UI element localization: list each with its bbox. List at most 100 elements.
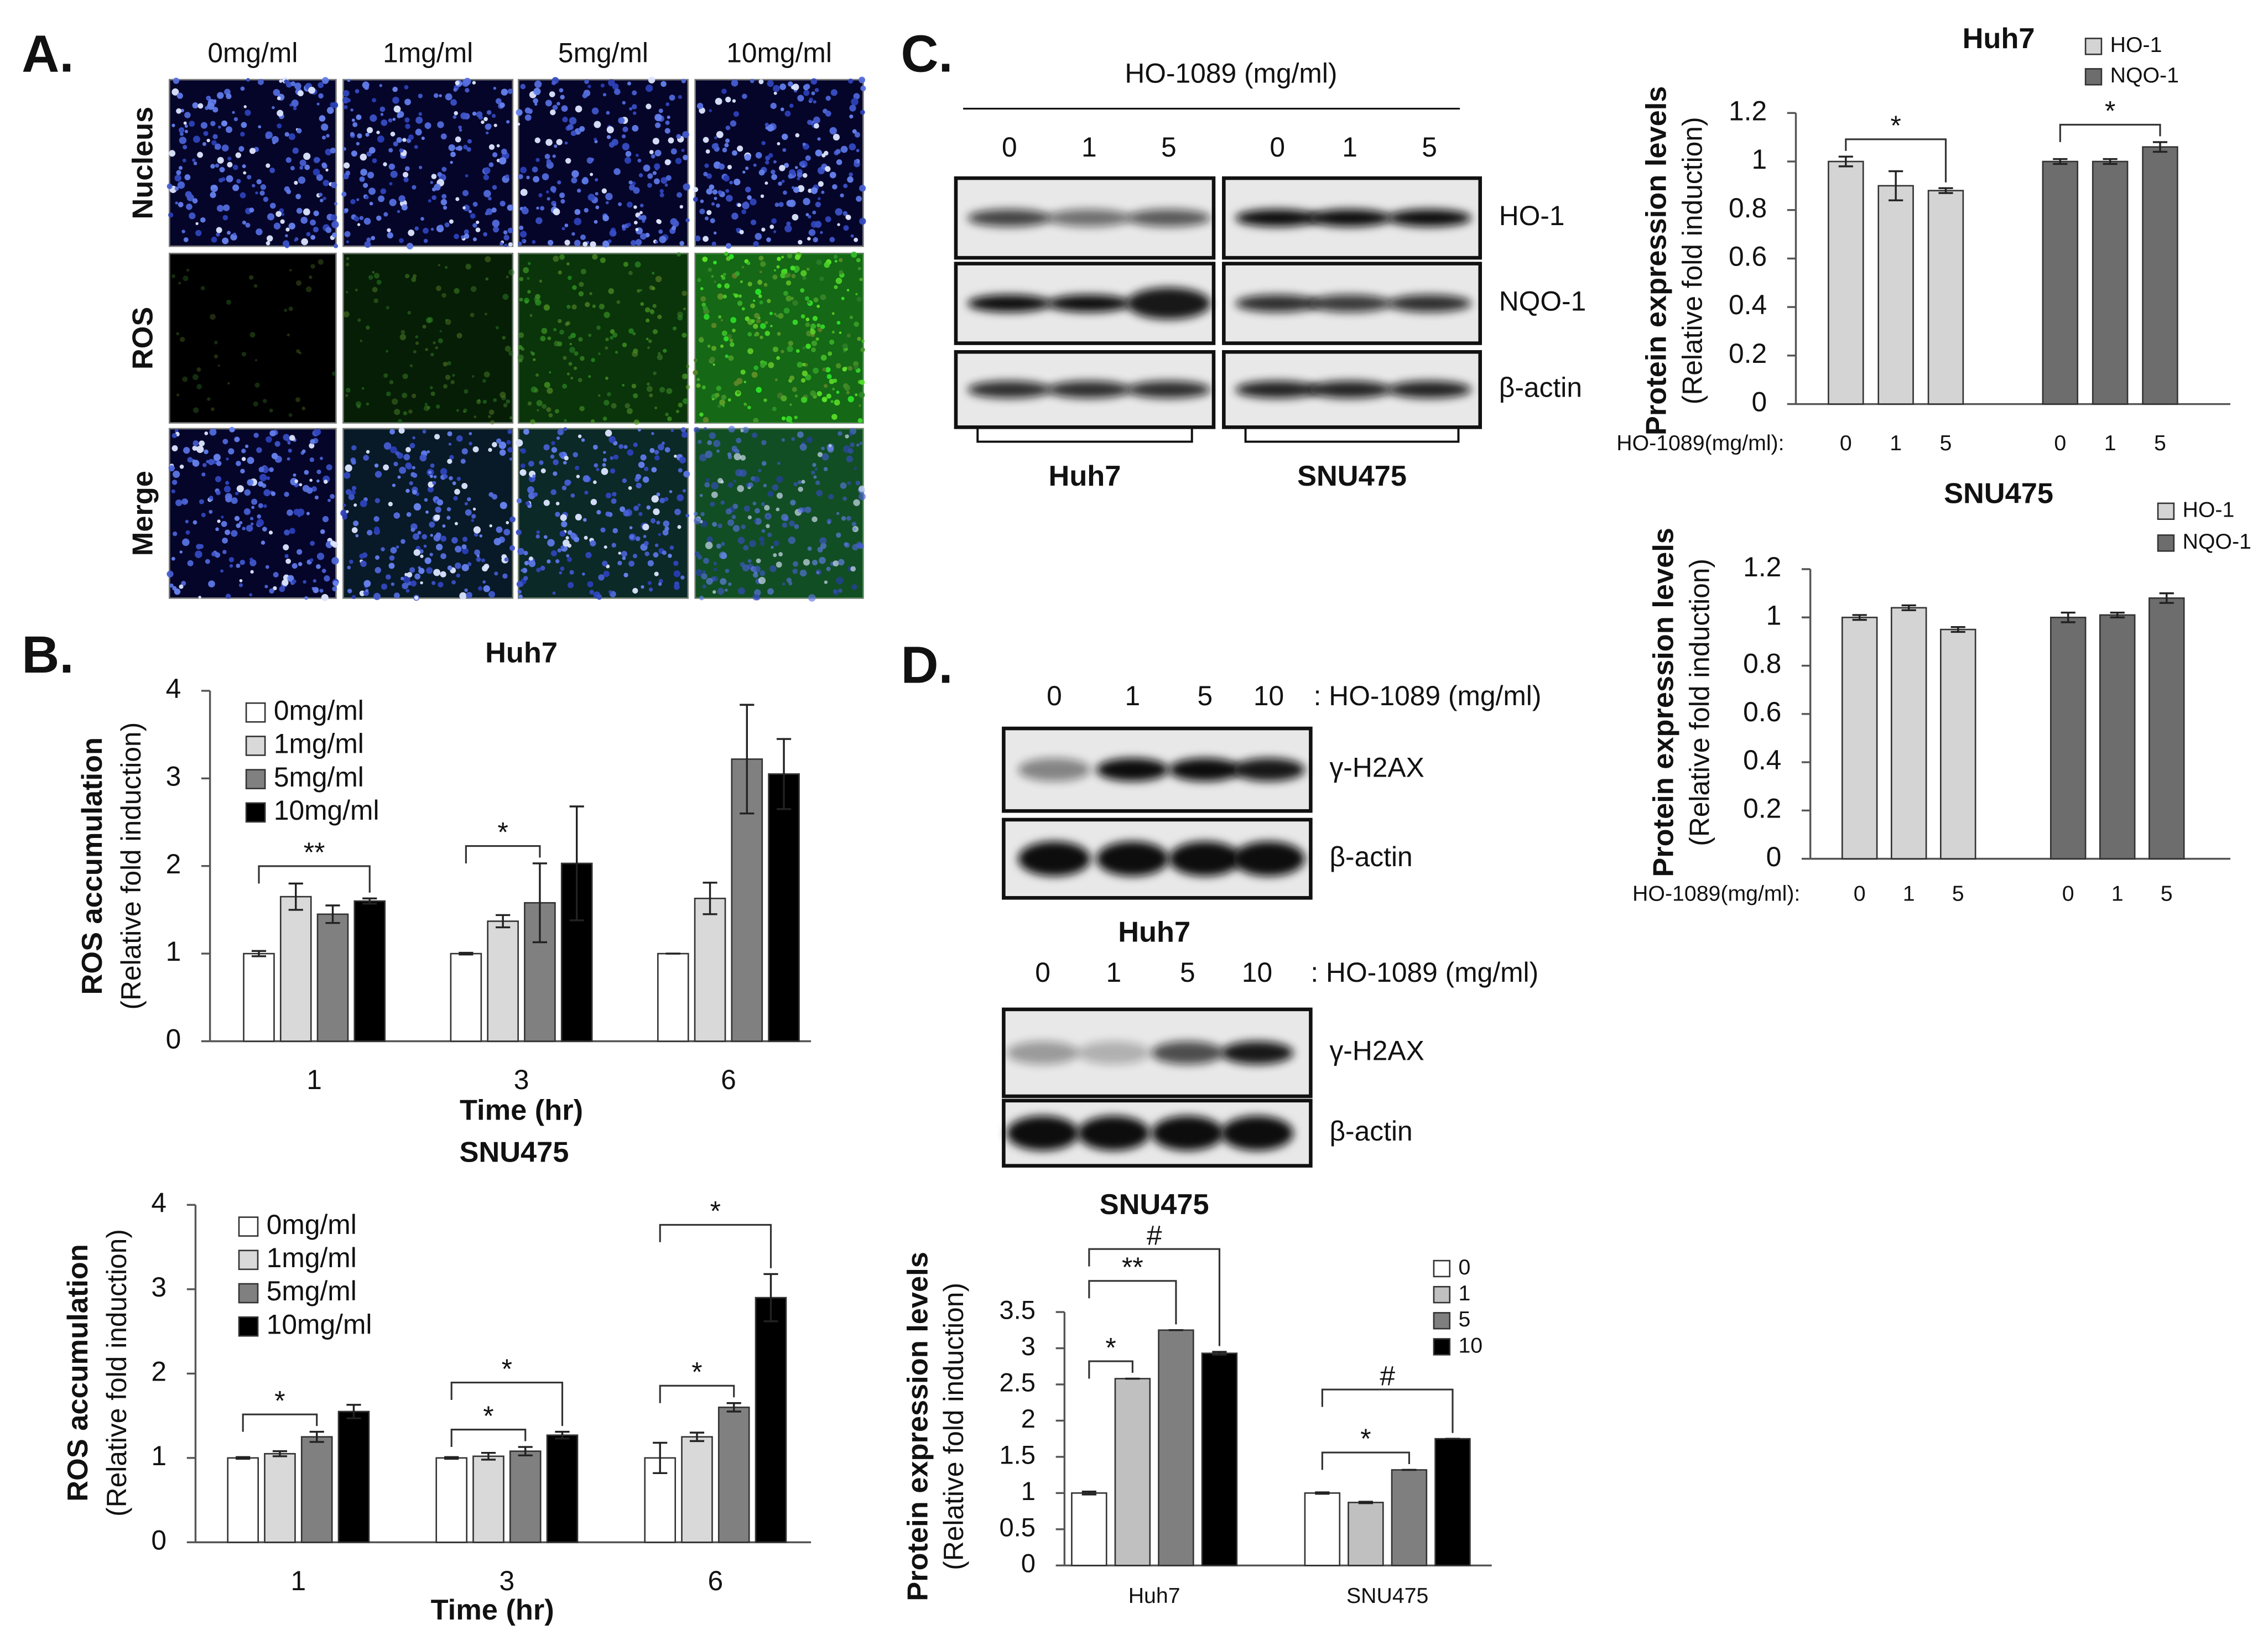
nucleus-spot bbox=[756, 558, 761, 564]
nucleus-spot bbox=[385, 574, 391, 580]
nucleus-spot bbox=[306, 512, 310, 516]
nucleus-spot bbox=[734, 453, 741, 461]
nucleus-spot bbox=[752, 501, 757, 506]
nucleus-spot bbox=[735, 469, 743, 477]
ros-spot bbox=[183, 275, 189, 282]
y-axis-sublabel: (Relative fold induction) bbox=[101, 1229, 132, 1517]
nucleus-spot bbox=[781, 438, 785, 442]
ros-spot bbox=[508, 351, 513, 356]
ros-spot bbox=[443, 361, 448, 367]
ros-spot bbox=[844, 384, 850, 391]
nucleus-spot bbox=[593, 480, 597, 485]
band bbox=[1168, 841, 1241, 877]
nucleus-spot bbox=[289, 435, 295, 441]
nucleus-spot bbox=[258, 79, 264, 85]
nucleus-spot bbox=[412, 533, 420, 540]
ros-spot bbox=[768, 362, 774, 368]
nucleus-spot bbox=[492, 442, 497, 447]
nucleus-spot bbox=[221, 516, 224, 519]
ros-spot bbox=[773, 269, 777, 272]
ros-spot bbox=[483, 371, 490, 378]
nucleus-spot bbox=[563, 461, 567, 465]
nucleus-spot bbox=[653, 552, 659, 558]
nucleus-spot bbox=[195, 230, 202, 236]
nucleus-spot bbox=[532, 240, 536, 244]
nucleus-spot bbox=[802, 142, 806, 147]
nucleus-spot bbox=[654, 113, 662, 122]
nucleus-spot bbox=[501, 148, 507, 155]
blot bbox=[1222, 176, 1482, 260]
nucleus-spot bbox=[345, 208, 348, 212]
nucleus-spot bbox=[461, 483, 468, 490]
ros-spot bbox=[795, 349, 800, 353]
ros-spot bbox=[611, 403, 617, 409]
ros-spot bbox=[805, 317, 810, 321]
nucleus-spot bbox=[837, 223, 840, 226]
nucleus-spot bbox=[208, 580, 215, 588]
ros-spot bbox=[718, 315, 722, 319]
nucleus-spot bbox=[678, 468, 683, 473]
ros-spot bbox=[861, 340, 865, 343]
nucleus-spot bbox=[365, 195, 369, 200]
nucleus-spot bbox=[446, 516, 451, 520]
error-bar bbox=[532, 862, 548, 944]
nucleus-spot bbox=[641, 585, 644, 589]
nucleus-spot bbox=[841, 516, 846, 521]
nucleus-spot bbox=[234, 516, 240, 522]
ros-spot bbox=[413, 350, 417, 354]
nucleus-spot bbox=[387, 228, 391, 232]
nucleus-spot bbox=[523, 576, 528, 581]
ros-spot bbox=[740, 369, 746, 375]
nucleus-spot bbox=[342, 90, 350, 97]
nucleus-spot bbox=[209, 509, 213, 514]
nucleus-spot bbox=[266, 476, 271, 480]
nucleus-spot bbox=[304, 164, 310, 170]
bar bbox=[2149, 597, 2185, 860]
nucleus-spot bbox=[423, 238, 428, 243]
nucleus-spot bbox=[212, 134, 218, 139]
nucleus-spot bbox=[199, 440, 205, 447]
ros-spot bbox=[423, 405, 430, 412]
ros-spot bbox=[751, 319, 755, 324]
ros-spot bbox=[764, 330, 771, 336]
nucleus-spot bbox=[760, 541, 765, 546]
nucleus-spot bbox=[808, 215, 812, 219]
nucleus-spot bbox=[426, 450, 430, 454]
ros-spot bbox=[833, 254, 838, 259]
nucleus-spot bbox=[243, 508, 251, 516]
nucleus-spot bbox=[201, 472, 206, 477]
nucleus-spot bbox=[606, 111, 610, 115]
ros-spot bbox=[847, 396, 854, 403]
nucleus-spot bbox=[517, 590, 522, 594]
nucleus-spot bbox=[792, 568, 798, 574]
nucleus-spot bbox=[725, 125, 731, 131]
ros-spot bbox=[456, 332, 462, 339]
nucleus-spot bbox=[171, 556, 175, 561]
error-bar bbox=[1315, 1491, 1330, 1495]
nucleus-spot bbox=[843, 184, 848, 189]
ros-spot bbox=[649, 285, 654, 290]
ros-spot bbox=[536, 400, 543, 407]
nucleus-spot bbox=[409, 567, 415, 573]
bar bbox=[657, 952, 689, 1042]
nucleus-spot bbox=[859, 76, 866, 84]
nucleus-spot bbox=[383, 464, 389, 471]
lane-label: 1 bbox=[1106, 957, 1122, 988]
nucleus-spot bbox=[269, 202, 276, 209]
ros-spot bbox=[725, 354, 729, 358]
nucleus-spot bbox=[286, 189, 292, 194]
nucleus-spot bbox=[348, 559, 353, 564]
nucleus-spot bbox=[638, 512, 643, 516]
ros-spot bbox=[345, 394, 348, 397]
blot bbox=[1222, 262, 1482, 345]
nucleus-spot bbox=[468, 210, 472, 214]
nucleus-spot bbox=[272, 106, 275, 110]
nucleus-spot bbox=[578, 434, 582, 439]
band bbox=[1151, 1116, 1224, 1151]
x-tick-label: 1 bbox=[306, 1064, 322, 1095]
nucleus-spot bbox=[781, 513, 788, 521]
nucleus-spot bbox=[594, 463, 599, 468]
ros-spot bbox=[810, 323, 816, 329]
nucleus-spot bbox=[506, 440, 511, 445]
nucleus-spot bbox=[605, 429, 612, 437]
